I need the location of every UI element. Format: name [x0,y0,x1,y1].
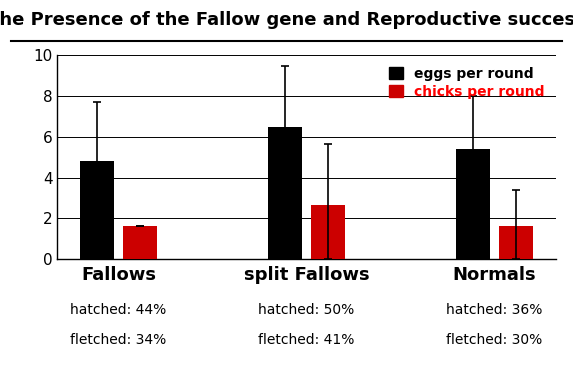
Text: hatched: 50%: hatched: 50% [258,303,355,317]
Bar [80,161,114,259]
Bar [123,226,157,259]
Text: hatched: 44%: hatched: 44% [70,303,167,317]
Text: hatched: 36%: hatched: 36% [446,303,543,317]
Text: Normals: Normals [453,266,536,285]
Text: fletched: 41%: fletched: 41% [258,333,355,347]
Bar [268,127,302,259]
Legend: eggs per round, chicks per round: eggs per round, chicks per round [385,63,549,103]
Bar [456,149,490,259]
Text: Fallows: Fallows [81,266,156,285]
Text: fletched: 30%: fletched: 30% [446,333,543,347]
Text: The Presence of the Fallow gene and Reproductive success: The Presence of the Fallow gene and Repr… [0,11,573,29]
Bar [311,205,345,259]
Text: split Fallows: split Fallows [244,266,370,285]
Bar [499,226,533,259]
Text: fletched: 34%: fletched: 34% [70,333,167,347]
